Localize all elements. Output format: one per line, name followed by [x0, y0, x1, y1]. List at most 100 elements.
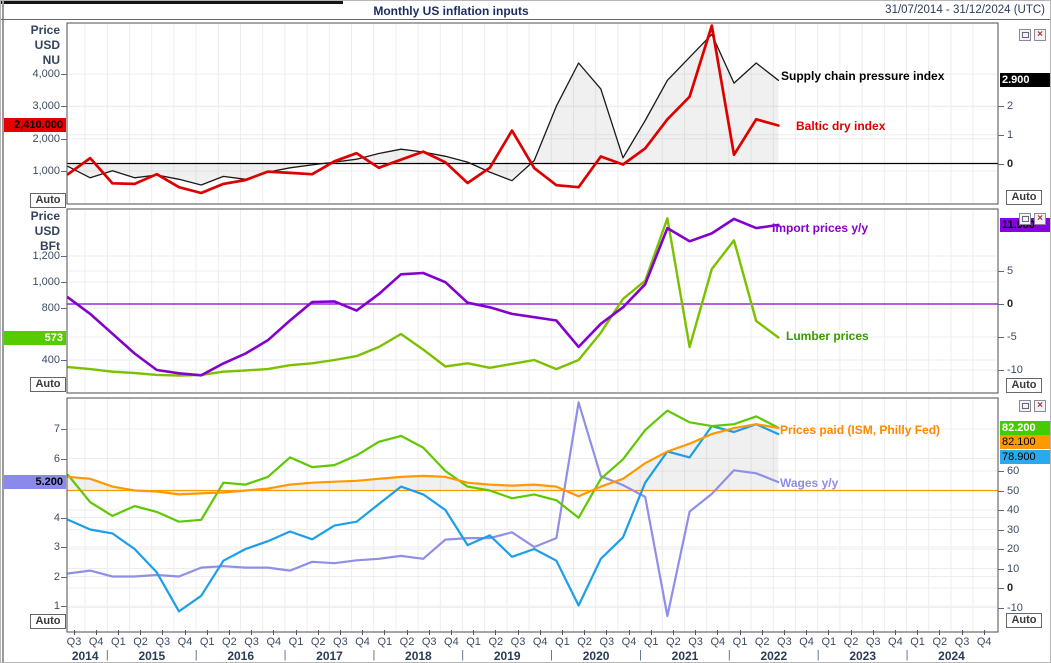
right-axis-tick-mark	[998, 271, 1004, 272]
series-line-lumber_prices	[66, 217, 780, 377]
x-axis-quarter-label: Q2	[932, 636, 948, 648]
auto-scale-button[interactable]: Auto	[1006, 613, 1042, 628]
x-axis-quarter-label: Q2	[577, 636, 592, 648]
left-axis-tick-mark	[61, 429, 67, 430]
axis-unit-label: USD	[34, 38, 60, 52]
x-axis-tick-mark	[517, 630, 519, 635]
panel-frame	[66, 22, 999, 205]
x-axis-year-separator: |	[727, 649, 731, 661]
x-axis-tick-mark	[450, 630, 452, 635]
x-axis-tick-mark	[251, 630, 253, 635]
left-axis-tick-label: 800	[41, 302, 60, 314]
x-axis-year-separator: |	[639, 649, 642, 661]
minimize-icon	[1021, 403, 1029, 409]
x-axis-quarter-label: Q1	[910, 636, 925, 648]
left-axis-tick-label: 1,000	[32, 165, 60, 177]
x-axis-tick-mark	[384, 630, 386, 635]
x-axis-quarter-label: Q2	[488, 636, 504, 648]
close-button[interactable]: ×	[1034, 213, 1046, 225]
x-axis-quarter-label: Q3	[155, 636, 171, 648]
left-axis-tick-label: 400	[41, 354, 60, 366]
x-axis-tick-mark	[806, 630, 808, 635]
x-axis-year-label: 2015	[138, 649, 166, 663]
left-axis-tick-mark	[61, 282, 67, 283]
left-axis-tick-label: 2,000	[32, 133, 60, 145]
series-line-prices_paid_blue_line	[66, 423, 780, 613]
x-axis-tick-mark	[95, 630, 97, 635]
x-axis-tick-mark	[206, 630, 208, 635]
x-axis-quarter-label: Q1	[288, 636, 304, 648]
x-axis-tick-mark	[584, 630, 586, 635]
x-axis-tick-mark	[539, 630, 541, 635]
x-axis-quarter-label: Q1	[643, 636, 659, 648]
left-axis-tick-mark	[61, 256, 67, 257]
right-axis-tick-mark	[998, 337, 1004, 338]
x-axis-tick-mark	[184, 630, 186, 635]
x-axis-tick-mark	[672, 630, 674, 635]
axis-unit-label: BFt	[40, 239, 60, 253]
x-axis-year-label: 2023	[849, 649, 877, 663]
auto-scale-button[interactable]: Auto	[30, 193, 66, 208]
auto-scale-button[interactable]: Auto	[1006, 378, 1042, 393]
right-axis-tick-label: -5	[1007, 331, 1017, 343]
minimize-button[interactable]	[1019, 213, 1031, 225]
x-axis-year-label: 2024	[938, 649, 965, 663]
x-axis-tick-mark	[894, 630, 896, 635]
series-line-wages_yoy	[66, 401, 780, 618]
minimize-button[interactable]	[1019, 400, 1031, 412]
x-axis-tick-mark	[917, 630, 919, 635]
left-axis-tick-mark	[61, 360, 67, 361]
x-axis-quarter-label: Q3	[66, 636, 82, 648]
axis-unit-label: Price	[30, 209, 60, 223]
right-axis-tick-label: -10	[1007, 364, 1023, 376]
auto-scale-button[interactable]: Auto	[1006, 190, 1042, 205]
x-axis-quarter-label: Q4	[621, 636, 637, 648]
close-button[interactable]: ×	[1034, 29, 1046, 41]
axis-unit-label: NU	[42, 53, 60, 67]
minimize-button[interactable]	[1019, 29, 1031, 41]
left-axis-tick-mark	[61, 518, 67, 519]
close-button[interactable]: ×	[1034, 400, 1046, 412]
x-axis-year-label: 2022	[760, 649, 788, 663]
x-axis-tick-mark	[162, 630, 164, 635]
right-axis-tick-mark	[998, 491, 1004, 492]
right-axis-tick-mark	[998, 135, 1004, 136]
series-area-fill-supply_chain_pressure_index	[68, 34, 779, 185]
x-axis-quarter-label: Q3	[777, 636, 792, 648]
x-axis-tick-mark	[339, 630, 341, 635]
x-axis-tick-mark	[273, 630, 275, 635]
right-axis-tick-mark	[998, 549, 1004, 550]
x-axis-quarter-label: Q3	[688, 636, 703, 648]
right-axis-tick-label: -10	[1007, 602, 1023, 614]
right-axis-tick-label: 1	[1007, 129, 1014, 141]
x-axis-quarter-label: Q4	[444, 636, 459, 648]
x-axis-quarter-label: Q3	[599, 636, 615, 648]
x-axis-tick-mark	[695, 630, 697, 635]
x-axis-quarter-label: Q1	[199, 636, 215, 648]
x-axis-year-separator: |	[905, 649, 909, 661]
right-axis-tick-label: 0	[1007, 158, 1014, 170]
x-axis-quarter-label: Q1	[821, 636, 837, 648]
auto-scale-button[interactable]: Auto	[30, 377, 66, 392]
x-axis-tick-mark	[406, 630, 408, 635]
x-axis-quarter-label: Q2	[666, 636, 681, 648]
x-axis-tick-mark	[850, 630, 852, 635]
page-title: Monthly US inflation inputs	[373, 4, 529, 18]
left-axis-tick-mark	[61, 577, 67, 578]
x-axis-year-label: 2017	[316, 649, 343, 663]
series-label-wages-yoy: Wages y/y	[780, 476, 839, 490]
right-axis-tick-mark	[998, 530, 1004, 531]
left-axis-tick-label: 4,000	[32, 68, 60, 80]
x-axis-year-separator: |	[461, 649, 465, 661]
series-line-import_prices_yoy	[66, 217, 780, 377]
x-axis-quarter-label: Q1	[111, 636, 126, 648]
x-axis-year-label: 2018	[405, 649, 432, 663]
right-axis-tick-label: 40	[1007, 504, 1020, 516]
x-axis-tick-mark	[983, 630, 985, 635]
auto-scale-button[interactable]: Auto	[30, 614, 66, 629]
right-axis-tick-label: 10	[1007, 563, 1020, 575]
